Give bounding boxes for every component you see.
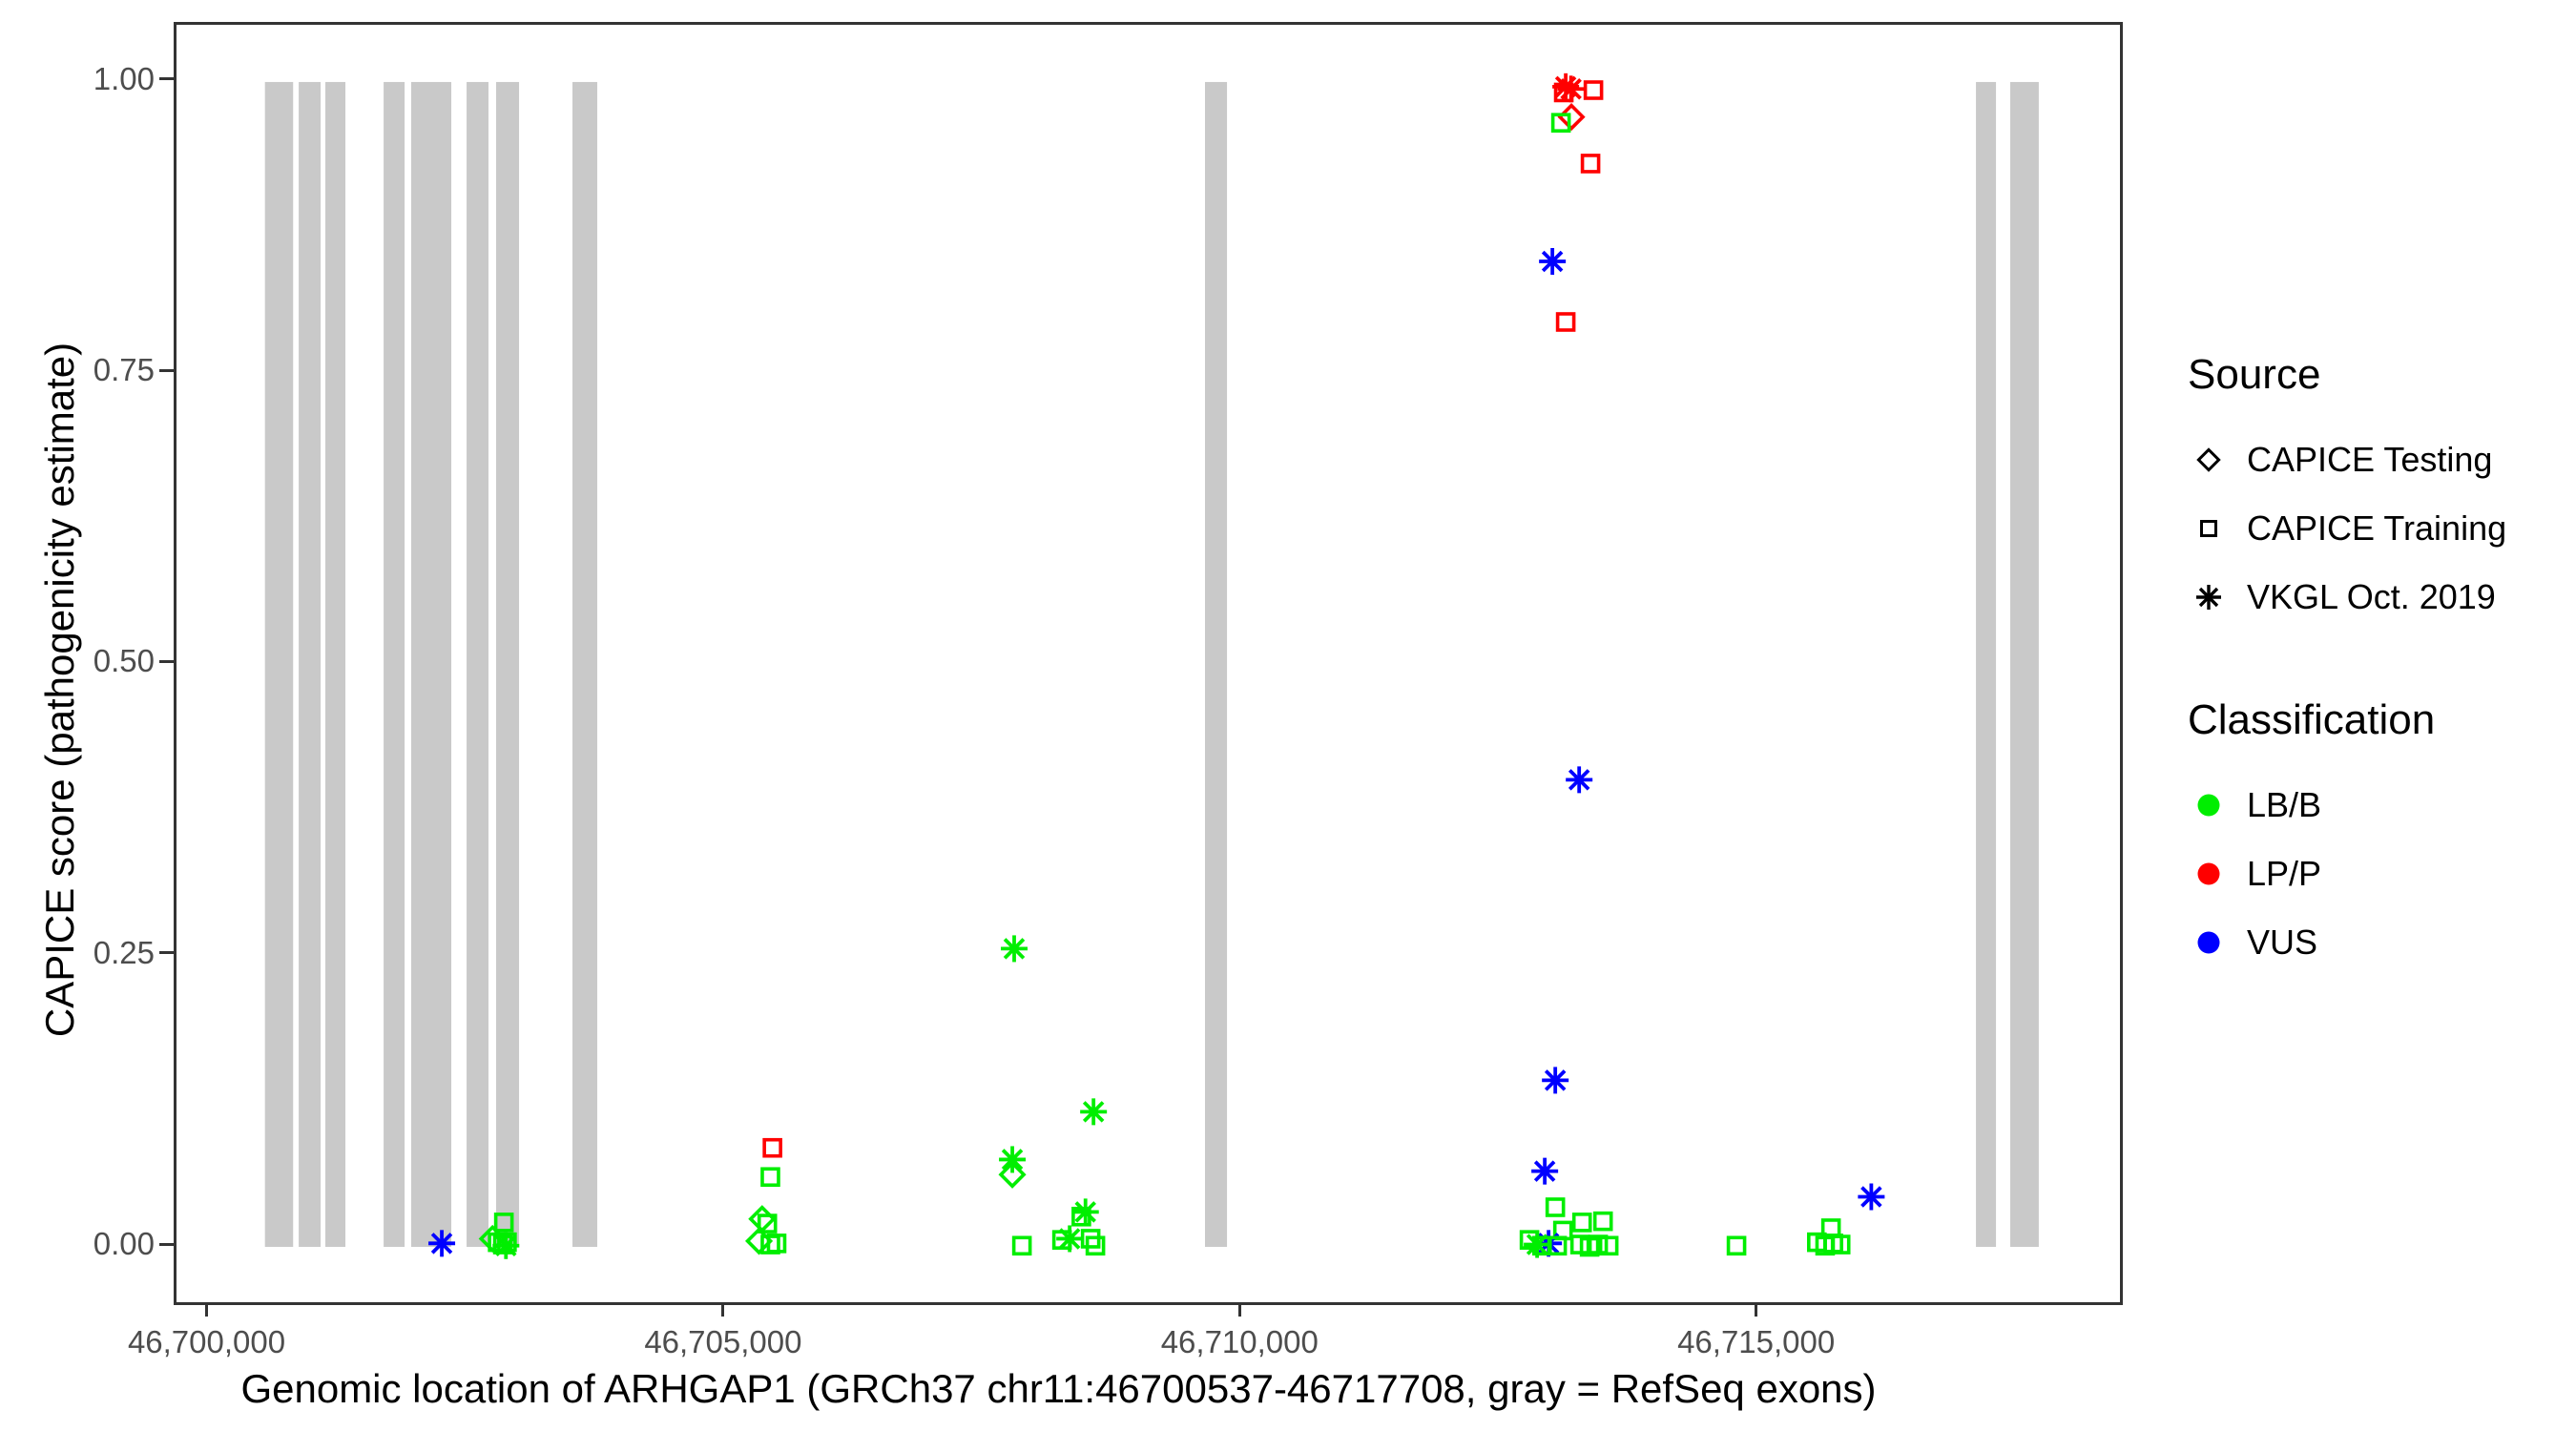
y-axis-title: CAPICE score (pathogenicity estimate): [37, 342, 82, 1038]
plot-panel: [174, 22, 2123, 1305]
data-point-square: [1583, 80, 1604, 100]
data-point-square: [1598, 1235, 1619, 1256]
refseq-exon-bar: [496, 81, 520, 1248]
x-tick-label: 46,700,000: [127, 1324, 286, 1359]
refseq-exon-bar: [411, 81, 452, 1248]
legend-label: CAPICE Testing: [2247, 440, 2493, 479]
y-tick-label: 0.00: [93, 1226, 155, 1261]
legend-label: CAPICE Training: [2247, 508, 2507, 548]
data-point-square: [1547, 1235, 1568, 1256]
data-point-square: [1550, 113, 1571, 133]
legend-label: LB/B: [2247, 785, 2322, 824]
refseq-exon-bar: [384, 81, 405, 1248]
y-tick-mark: [159, 1242, 174, 1246]
refseq-exon-bar: [1204, 81, 1228, 1248]
data-point-asterisk: [1566, 766, 1593, 794]
data-point-square: [1555, 312, 1576, 332]
x-tick-label: 46,710,000: [1160, 1324, 1319, 1359]
y-tick-label: 1.00: [93, 60, 155, 96]
y-tick-mark: [159, 659, 174, 663]
data-point-square: [1545, 1197, 1566, 1217]
legend-classification: Classification LB/B LP/P VUS: [2188, 696, 2435, 977]
data-point-asterisk: [1531, 1157, 1559, 1185]
data-point-square: [493, 1213, 514, 1233]
legend-item-lpp: LP/P: [2188, 840, 2435, 908]
x-tick-mark: [721, 1302, 725, 1317]
refseq-exon-bar: [299, 81, 322, 1248]
blue-dot-icon: [2188, 923, 2247, 962]
y-tick-mark: [159, 77, 174, 81]
data-point-square: [760, 1167, 780, 1188]
legend-label: VUS: [2247, 923, 2318, 962]
legend-source-title: Source: [2188, 351, 2321, 398]
refseq-exon-bar: [1976, 81, 1997, 1248]
data-point-square: [1071, 1206, 1091, 1227]
legend-item-capice-testing: CAPICE Testing: [2188, 425, 2506, 494]
data-point-square: [1085, 1235, 1106, 1256]
data-point-diamond: [748, 1205, 777, 1234]
x-tick-label: 46,715,000: [1677, 1324, 1836, 1359]
x-tick-mark: [1237, 1302, 1241, 1317]
x-axis-title: Genomic location of ARHGAP1 (GRCh37 chr1…: [240, 1366, 1877, 1411]
data-point-square: [1571, 1213, 1592, 1233]
refseq-exon-bar: [467, 81, 488, 1248]
data-point-asterisk: [492, 1232, 520, 1259]
y-tick-label: 0.25: [93, 934, 155, 970]
y-tick-mark: [159, 368, 174, 372]
legend-item-vus: VUS: [2188, 908, 2435, 977]
data-point-asterisk: [1858, 1183, 1885, 1211]
refseq-exon-bar: [264, 81, 294, 1248]
data-point-square: [1588, 1234, 1609, 1255]
square-icon: [2188, 509, 2247, 548]
data-point-square: [1553, 82, 1574, 103]
data-point-square: [1519, 1230, 1540, 1250]
legend-item-capice-training: CAPICE Training: [2188, 494, 2506, 563]
refseq-exon-bar: [572, 81, 598, 1248]
data-point-square: [1580, 154, 1601, 174]
x-tick-mark: [205, 1302, 209, 1317]
data-point-square: [762, 1137, 782, 1158]
data-point-asterisk: [1056, 1225, 1084, 1253]
y-tick-mark: [159, 951, 174, 955]
plot-canvas: [264, 73, 2039, 1259]
red-dot-icon: [2188, 855, 2247, 893]
data-point-diamond: [1557, 103, 1586, 132]
y-tick-label: 0.75: [93, 352, 155, 388]
legend-label: LP/P: [2247, 854, 2322, 893]
x-tick-mark: [1755, 1302, 1758, 1317]
green-dot-icon: [2188, 786, 2247, 824]
data-point-square: [757, 1213, 778, 1234]
data-point-asterisk: [999, 1146, 1027, 1173]
x-tick-label: 46,705,000: [644, 1324, 802, 1359]
data-point-asterisk: [1001, 935, 1028, 963]
data-point-square: [1592, 1211, 1613, 1232]
data-point-square: [1830, 1234, 1851, 1255]
data-point-asterisk: [1080, 1098, 1108, 1126]
refseq-exon-bar: [2010, 81, 2039, 1248]
legend-source: Source CAPICE Testing CAPICE Training: [2188, 351, 2506, 632]
legend-item-vkgl: VKGL Oct. 2019: [2188, 563, 2506, 632]
data-point-asterisk: [428, 1230, 456, 1257]
asterisk-icon: [2188, 578, 2247, 616]
data-point-asterisk: [1071, 1198, 1099, 1226]
data-point-diamond: [998, 1160, 1027, 1189]
legend-label: VKGL Oct. 2019: [2247, 577, 2496, 616]
data-point-asterisk: [1542, 1067, 1569, 1094]
refseq-exon-bar: [325, 81, 346, 1248]
data-point-square: [1011, 1235, 1032, 1256]
data-point-square: [1726, 1235, 1747, 1256]
legend-classification-title: Classification: [2188, 696, 2436, 743]
data-point-asterisk: [1539, 247, 1567, 275]
data-point-square: [766, 1234, 787, 1254]
legend-item-lbb: LB/B: [2188, 771, 2435, 840]
diamond-icon: [2188, 441, 2247, 479]
y-tick-label: 0.50: [93, 643, 155, 679]
